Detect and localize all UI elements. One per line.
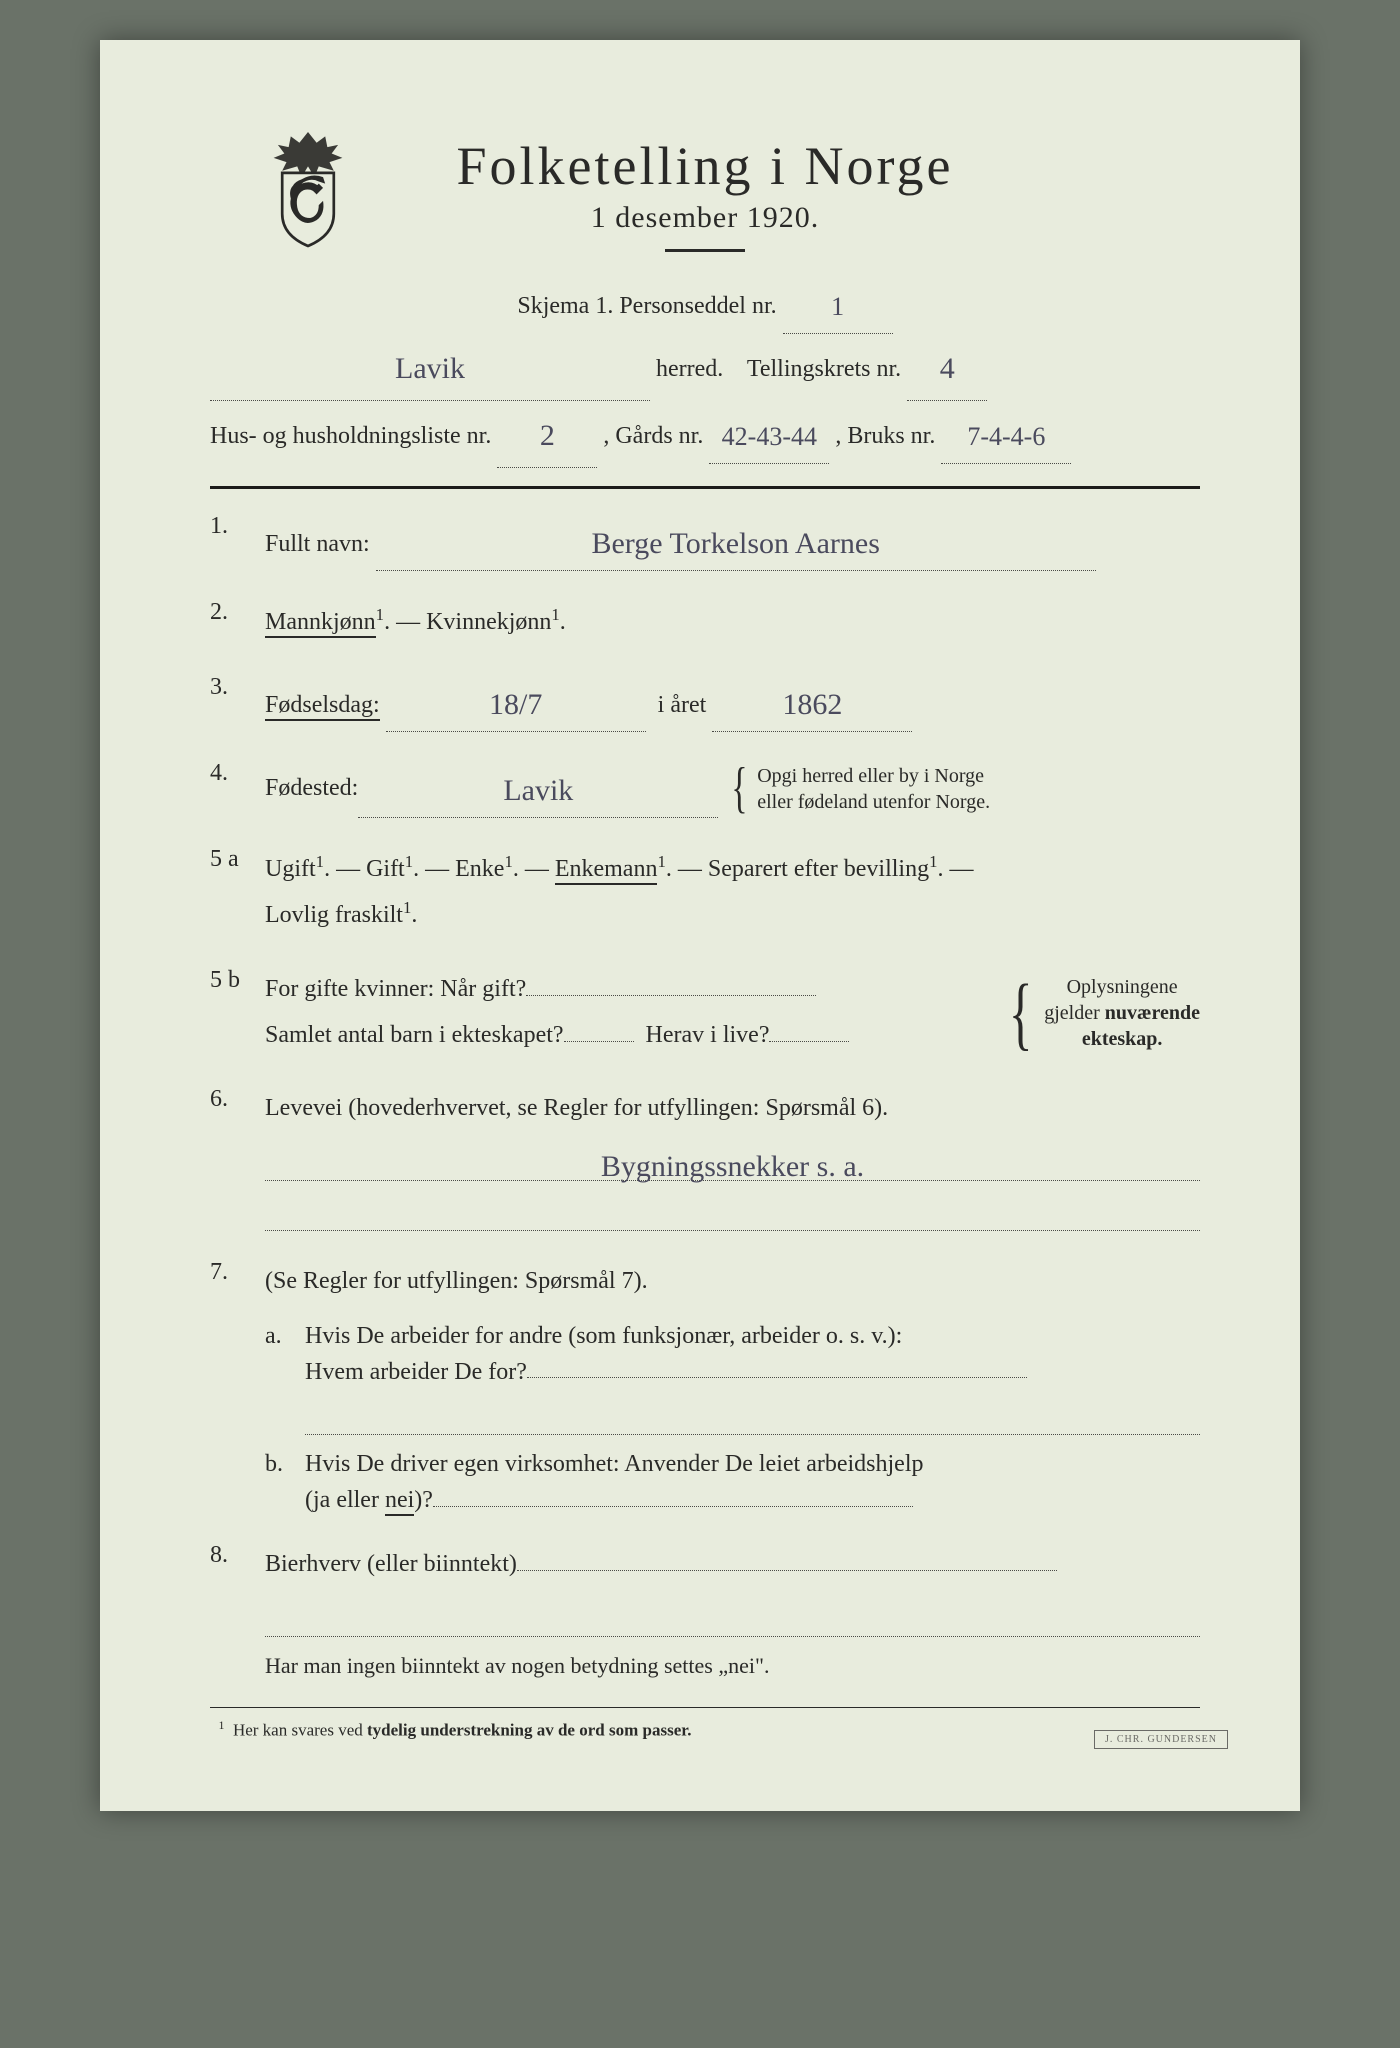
husliste-nr: 2 — [540, 419, 555, 452]
q8-secondary-occupation: 8. Bierhverv (eller biinntekt) Har man i… — [210, 1542, 1200, 1679]
q6-occupation: 6. Levevei (hovederhvervet, se Regler fo… — [210, 1086, 1200, 1231]
full-name-value: Berge Torkelson Aarnes — [591, 527, 879, 560]
bruks-label: , Bruks nr. — [835, 423, 935, 449]
q-number: 5 b — [210, 967, 265, 994]
q4-birthplace: 4. Fødested: Lavik { Opgi herred eller b… — [210, 760, 1200, 818]
bruks-nr: 7-4-4-6 — [967, 422, 1045, 451]
tellingskrets-nr: 4 — [940, 352, 955, 385]
coat-of-arms-icon — [265, 129, 351, 249]
title-block: Folketelling i Norge 1 desember 1920. — [210, 135, 1200, 252]
birthplace-value: Lavik — [503, 774, 573, 807]
brace-icon: { — [732, 766, 748, 811]
year-label: i året — [658, 692, 707, 718]
q-label: Fødselsdag: — [265, 692, 380, 721]
marital-enke: Enke — [455, 856, 504, 882]
q7a-line1: Hvis De arbeider for andre (som funksjon… — [305, 1323, 902, 1349]
marital-gift: Gift — [366, 856, 405, 882]
q-number: 2. — [210, 599, 265, 626]
q7b-line1: Hvis De driver egen virksomhet: Anvender… — [305, 1451, 923, 1477]
blank-line — [265, 1603, 1200, 1637]
printer-stamp: J. CHR. GUNDERSEN — [1094, 1730, 1228, 1749]
footnote: 1 Her kan svares ved tydelig understrekn… — [210, 1718, 1200, 1741]
q1-full-name: 1. Fullt navn: Berge Torkelson Aarnes — [210, 513, 1200, 571]
form-title: Folketelling i Norge — [210, 135, 1200, 197]
marital-enkemann-selected: Enkemann — [555, 856, 658, 885]
q7b-nei-selected: nei — [385, 1487, 414, 1516]
q-label: Levevei (hovederhvervet, se Regler for u… — [265, 1095, 888, 1121]
husliste-label: Hus- og husholdningsliste nr. — [210, 423, 491, 449]
q5b-when-married: For gifte kvinner: Når gift? — [265, 976, 526, 1002]
marital-ugift: Ugift — [265, 856, 316, 882]
question-list: 1. Fullt navn: Berge Torkelson Aarnes 2.… — [210, 513, 1200, 1679]
q-label: Fullt navn: — [265, 531, 370, 557]
q5b-children-alive: Herav i live? — [646, 1022, 770, 1048]
q5b-sidenote: Oplysningene gjelder nuværende ekteskap. — [1044, 974, 1200, 1052]
q7a-line2: Hvem arbeider De for? — [305, 1358, 527, 1384]
q3-birthday: 3. Fødselsdag: 18/7 i året 1862 — [210, 674, 1200, 732]
q-label: Bierhverv (eller biinntekt) — [265, 1551, 517, 1577]
q7b-line2a: (ja eller — [305, 1487, 385, 1513]
q8-note: Har man ingen biinntekt av nogen betydni… — [265, 1653, 1200, 1679]
birth-day: 18/7 — [489, 688, 542, 721]
q5a-marital: 5 a Ugift1. — Gift1. — Enke1. — Enkemann… — [210, 846, 1200, 939]
form-header: Folketelling i Norge 1 desember 1920. — [210, 135, 1200, 252]
personseddel-nr: 1 — [831, 292, 844, 321]
occupation-line: Bygningssnekker s. a. — [265, 1148, 1200, 1182]
q5b-married-women: 5 b For gifte kvinner: Når gift? Samlet … — [210, 967, 1200, 1058]
divider-heavy — [210, 486, 1200, 489]
q-number: 8. — [210, 1542, 265, 1588]
q7a-letter: a. — [265, 1323, 305, 1386]
gards-nr: 42-43-44 — [722, 422, 817, 451]
q-label: Fødested: — [265, 766, 358, 812]
q-number: 3. — [210, 674, 265, 701]
marital-separert: Separert efter bevilling — [708, 856, 929, 882]
blank-line — [305, 1401, 1200, 1435]
marital-fraskilt: Lovlig fraskilt — [265, 902, 403, 928]
occupation-value: Bygningssnekker s. a. — [601, 1150, 864, 1183]
q-number: 5 a — [210, 846, 265, 873]
q7-employment: 7. (Se Regler for utfyllingen: Spørsmål … — [210, 1259, 1200, 1514]
divider-short — [665, 249, 745, 252]
q-number: 7. — [210, 1259, 265, 1305]
footnote-divider — [210, 1707, 1200, 1708]
q-number: 1. — [210, 513, 265, 540]
q2-sex: 2. Mannkjønn1. — Kvinnekjønn1. — [210, 599, 1200, 646]
herred-name: Lavik — [395, 352, 465, 385]
blank-line — [265, 1197, 1200, 1231]
q-label: (Se Regler for utfyllingen: Spørsmål 7). — [265, 1268, 648, 1294]
q-number: 6. — [210, 1086, 265, 1132]
meta-block: Skjema 1. Personseddel nr. 1 Lavik herre… — [210, 276, 1200, 468]
skjema-label: Skjema 1. Personseddel nr. — [517, 293, 776, 319]
herred-label: herred. — [656, 356, 723, 382]
q-number: 4. — [210, 760, 265, 787]
brace-icon: { — [1009, 980, 1033, 1046]
tellingskrets-label: Tellingskrets nr. — [747, 356, 901, 382]
q5b-children-total: Samlet antal barn i ekteskapet? — [265, 1022, 564, 1048]
q7b-letter: b. — [265, 1451, 305, 1514]
form-date: 1 desember 1920. — [210, 201, 1200, 235]
census-form-page: Folketelling i Norge 1 desember 1920. Sk… — [100, 40, 1300, 1811]
birthplace-note: Opgi herred eller by i Norge eller fødel… — [757, 763, 990, 815]
sex-male-selected: Mannkjønn — [265, 609, 376, 638]
sex-female: Kvinnekjønn — [426, 609, 551, 635]
birth-year: 1862 — [782, 688, 842, 721]
gards-label: , Gårds nr. — [603, 423, 703, 449]
